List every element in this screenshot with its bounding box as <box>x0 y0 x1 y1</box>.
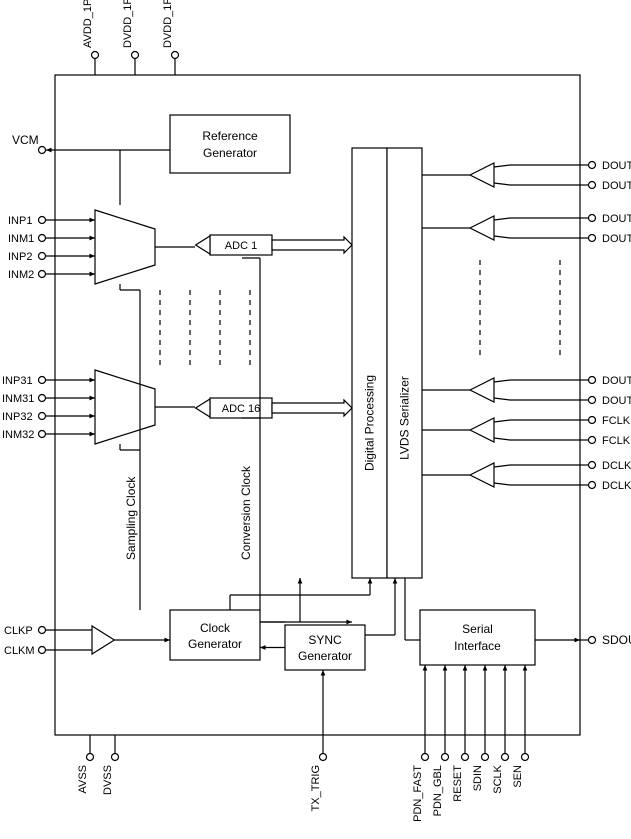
svg-text:SEN: SEN <box>512 765 524 788</box>
svg-text:ADC 16: ADC 16 <box>222 403 261 415</box>
svg-text:INM2: INM2 <box>8 269 34 281</box>
svg-text:INP31: INP31 <box>2 375 33 387</box>
svg-text:AVSS: AVSS <box>77 765 89 794</box>
svg-text:DOUTM1: DOUTM1 <box>602 180 631 192</box>
svg-text:INM1: INM1 <box>8 233 34 245</box>
svg-text:ADC 1: ADC 1 <box>225 240 257 252</box>
svg-text:DOUTM16: DOUTM16 <box>602 395 631 407</box>
svg-text:CLKM: CLKM <box>4 645 35 657</box>
svg-text:FCLKM: FCLKM <box>602 435 631 447</box>
svg-text:PDN_GBL: PDN_GBL <box>432 765 444 816</box>
svg-text:Interface: Interface <box>454 639 501 653</box>
svg-text:INM32: INM32 <box>2 429 34 441</box>
svg-text:Sampling Clock: Sampling Clock <box>124 476 138 560</box>
svg-text:DVSS: DVSS <box>102 765 114 795</box>
svg-text:DOUTP16: DOUTP16 <box>602 375 631 387</box>
svg-text:Generator: Generator <box>188 637 242 651</box>
svg-text:INM31: INM31 <box>2 393 34 405</box>
svg-text:INP32: INP32 <box>2 411 33 423</box>
svg-text:INP2: INP2 <box>8 251 32 263</box>
svg-text:Conversion Clock: Conversion Clock <box>239 465 253 560</box>
svg-text:Digital Processing: Digital Processing <box>363 375 377 471</box>
svg-text:VCM: VCM <box>12 133 39 147</box>
svg-text:LVDS Serializer: LVDS Serializer <box>398 376 412 460</box>
svg-text:FCLKP: FCLKP <box>602 415 631 427</box>
svg-text:Generator: Generator <box>203 146 257 160</box>
svg-text:Generator: Generator <box>298 649 352 663</box>
svg-text:DVDD_1P8: DVDD_1P8 <box>162 0 174 48</box>
svg-text:PDN_FAST: PDN_FAST <box>412 765 424 822</box>
svg-text:TX_TRIG: TX_TRIG <box>310 765 322 811</box>
svg-text:SDOUT: SDOUT <box>602 633 631 647</box>
svg-text:DCLKM: DCLKM <box>602 480 631 492</box>
svg-text:DVDD_1P2: DVDD_1P2 <box>122 0 134 48</box>
svg-text:DOUTP2: DOUTP2 <box>602 213 631 225</box>
svg-text:SYNC: SYNC <box>308 633 342 647</box>
svg-text:Serial: Serial <box>462 622 493 636</box>
svg-text:DCLKP: DCLKP <box>602 460 631 472</box>
svg-text:SDIN: SDIN <box>472 765 484 791</box>
svg-text:INP1: INP1 <box>8 215 32 227</box>
svg-text:Clock: Clock <box>200 621 231 635</box>
svg-text:DOUTP1: DOUTP1 <box>602 160 631 172</box>
svg-text:CLKP: CLKP <box>4 625 33 637</box>
svg-text:Reference: Reference <box>202 129 258 143</box>
svg-text:AVDD_1P8: AVDD_1P8 <box>82 0 94 48</box>
svg-text:RESET: RESET <box>452 765 464 802</box>
svg-text:SCLK: SCLK <box>492 764 504 793</box>
svg-text:DOUTM2: DOUTM2 <box>602 233 631 245</box>
